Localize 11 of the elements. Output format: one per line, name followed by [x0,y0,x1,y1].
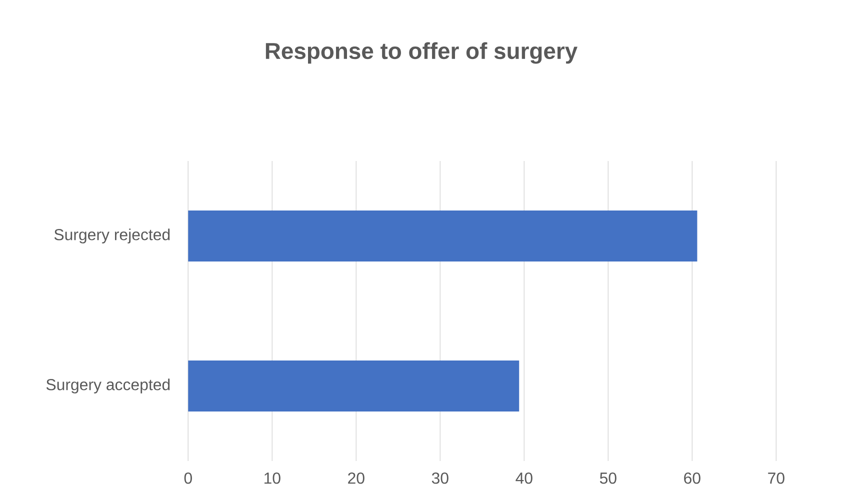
x-tick-label: 60 [684,472,700,484]
x-tick-label: 50 [600,472,616,484]
y-tick-label: Surgery accepted [46,378,170,394]
x-tick-label: 40 [516,472,532,484]
x-tick-label: 0 [184,472,192,484]
x-tick-label: 70 [768,472,784,484]
y-tick-label: Surgery rejected [54,228,170,244]
chart-title: Response to offer of surgery [266,42,578,64]
x-tick-label: 10 [264,472,280,484]
x-tick-label: 20 [348,472,364,484]
x-tick-label: 30 [432,472,448,484]
